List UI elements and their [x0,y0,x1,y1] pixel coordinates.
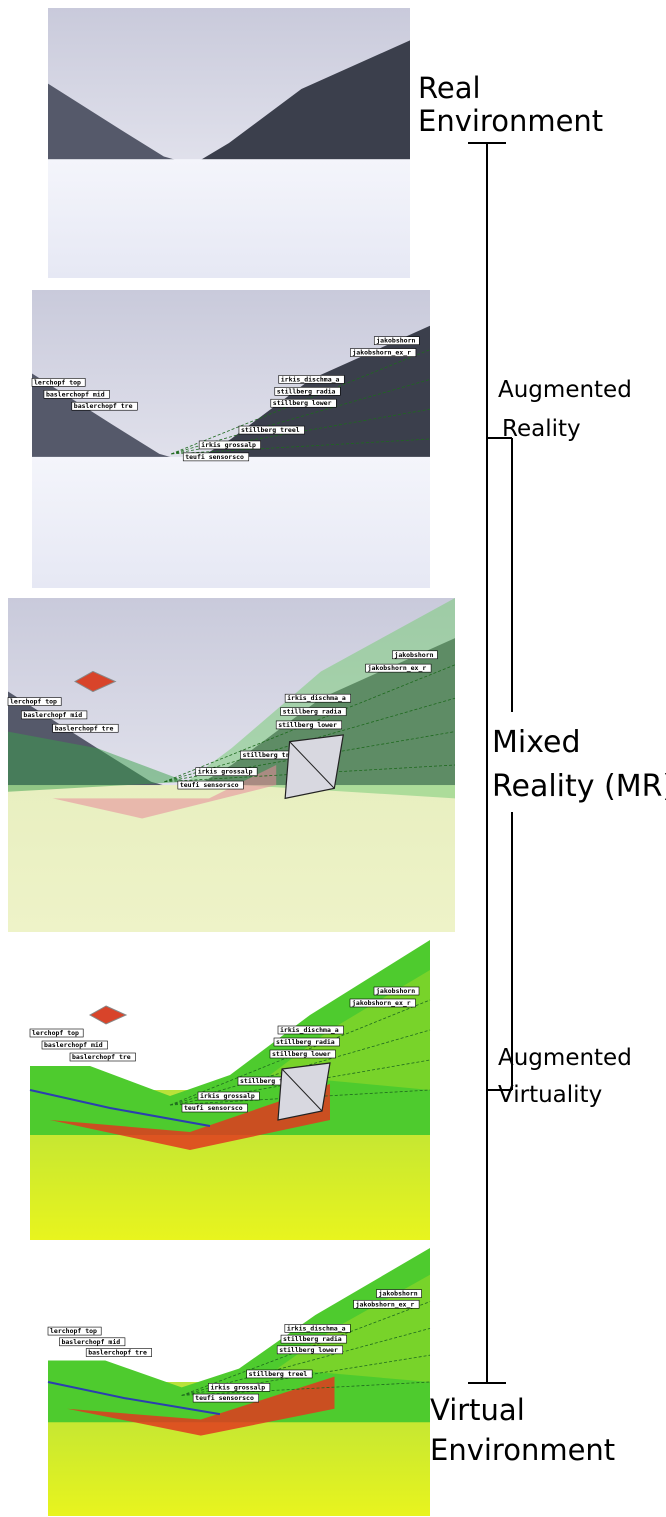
label-line: Environment [430,1433,615,1467]
scene-label: jakobshorn [376,987,415,995]
continuum-brackets [468,143,512,1383]
scene-label: jakobshorn [379,1290,418,1298]
scene-label: baslerchopf tre [72,1053,131,1061]
scene-label: stillberg treel [241,426,300,434]
scene-label: lerchopf top [32,1029,79,1037]
label-line: Virtuality [498,1082,602,1108]
scene-label: stillberg lower [278,721,337,729]
label-line: Augmented [498,1045,632,1071]
scene-label: jakobshorn_ex_r [352,349,411,357]
scene-label: lerchopf top [34,378,81,386]
label-line: Reality [502,416,581,442]
scene-images: jakobshorn jakobshorn_ex_r irkis_dischma_a… [8,8,455,1516]
scene-label: stillberg lower [272,1050,331,1058]
scene-label: baslerchopf tre [88,1349,147,1357]
label-line: Augmented [498,377,632,403]
scene-image [48,8,410,278]
scene-label: stillberg lower [279,1346,338,1354]
scene-label: irkis grossalp [201,441,256,449]
scene-label: stillberg radia [283,708,342,716]
scene-label: jakobshorn [394,651,433,659]
scene-label: irkis grossalp [200,1092,255,1100]
label-line: Reality (MR) [492,769,666,804]
scene-label: teufi sensorsco [184,1104,243,1112]
continuum-diagram: jakobshorn jakobshorn_ex_r irkis_dischma_a… [0,0,666,1517]
scene-image: jakobshorn jakobshorn_ex_r irkis_dischma_a… [32,290,430,588]
scene-label: stillberg treel [249,1370,308,1378]
scene-label: stillberg lower [273,399,332,407]
scene-label: jakobshorn [376,337,415,345]
scene-label: stillberg radia [277,387,336,395]
scene-image: jakobshorn jakobshorn_ex_r irkis_dischma_a… [48,1248,430,1516]
label-line: Environment [418,104,603,138]
scene-label: baslerchopf mid [44,1041,103,1049]
scene-label: lerchopf top [50,1327,97,1335]
scene-label: baslerchopf tre [74,402,133,410]
scene-label: irkis_dischma_a [287,694,346,702]
label-line: Mixed [492,725,581,760]
scene-label: baslerchopf mid [61,1338,120,1346]
scene-label: teufi sensorsco [180,781,239,789]
scene-label: jakobshorn_ex_r [352,999,411,1007]
scene-label: baslerchopf mid [46,390,105,398]
scene-image: jakobshorn jakobshorn_ex_r irkis_dischma_a… [8,598,455,932]
scene-image: jakobshorn jakobshorn_ex_r irkis_dischma_a… [30,940,430,1240]
snow [32,457,430,588]
scene-label: teufi sensorsco [195,1394,254,1402]
label-line: Virtual [430,1393,525,1427]
snow [48,159,410,278]
scene-label: teufi sensorsco [185,453,244,461]
scene-label: irkis_dischma_a [287,1324,346,1332]
scene-label: irkis grossalp [210,1383,265,1391]
scene-label: lerchopf top [10,698,57,706]
scene-label: stillberg radia [276,1038,335,1046]
snow [8,785,455,932]
scene-label: irkis_dischma_a [281,375,340,383]
scene-label: baslerchopf tre [55,724,114,732]
scene-label: irkis grossalp [198,768,253,776]
scene-label: irkis_dischma_a [280,1026,339,1034]
scene-label: baslerchopf mid [23,711,82,719]
scene-label: jakobshorn_ex_r [368,664,427,672]
scene-label: stillberg radia [283,1335,342,1343]
label-line: Real [418,71,481,105]
scene-label: jakobshorn_ex_r [356,1300,415,1308]
